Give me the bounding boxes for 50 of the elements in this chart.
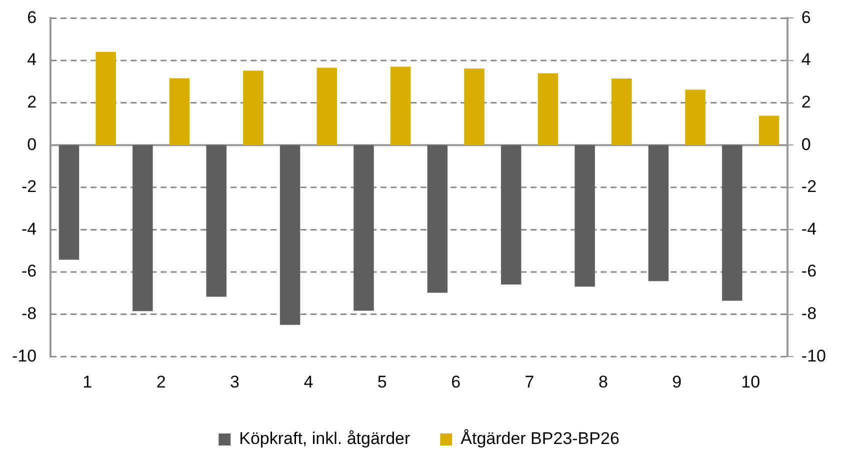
bar	[685, 90, 706, 146]
y-tick-label: 0	[801, 134, 811, 154]
x-tick-label: 10	[741, 372, 760, 392]
y-tick-label: -6	[801, 262, 817, 281]
y2-tick-label: 0	[27, 134, 37, 154]
bar	[722, 145, 742, 301]
y-tick-label: -2	[801, 177, 817, 196]
bar	[354, 145, 374, 311]
x-tick-label: 6	[451, 372, 461, 392]
bar	[280, 145, 300, 325]
x-tick-label: 4	[304, 372, 314, 392]
bar	[58, 145, 80, 260]
bar	[612, 78, 632, 146]
y-tick-label: -8	[801, 304, 817, 323]
y2-tick-label: -2	[21, 177, 37, 196]
x-tick-label: 7	[524, 372, 534, 392]
y-tick-label: 2	[801, 92, 811, 112]
bar	[464, 68, 484, 146]
y2-tick-label: -8	[21, 304, 37, 323]
y2-tick-label: -6	[21, 262, 37, 281]
bar	[169, 78, 190, 146]
x-tick-label: 3	[230, 372, 240, 392]
bar	[538, 73, 558, 146]
y2-tick-label: -4	[21, 219, 37, 238]
y2-tick-label: -10	[12, 346, 37, 366]
bar	[243, 70, 264, 146]
bar	[500, 145, 522, 284]
x-tick-label: 1	[82, 372, 92, 392]
bar	[96, 52, 116, 146]
y2-tick-label: 6	[27, 8, 37, 27]
bar	[427, 145, 448, 293]
bar	[316, 68, 338, 146]
x-tick-label: 5	[377, 372, 387, 392]
y-tick-label: -4	[801, 219, 817, 238]
y-tick-label: 6	[801, 8, 811, 27]
bar	[390, 66, 411, 146]
x-tick-label: 9	[672, 372, 682, 392]
x-tick-label: 2	[156, 372, 166, 392]
y-tick-label: 4	[801, 50, 811, 70]
y-tick-label: -10	[801, 346, 826, 366]
bar	[574, 145, 595, 287]
y2-tick-label: 4	[27, 50, 37, 70]
bar	[758, 116, 780, 146]
x-tick-label: 8	[598, 372, 608, 392]
legend-label: Köpkraft, inkl. åtgärder	[239, 429, 410, 448]
bar	[206, 145, 226, 297]
legend-label: Åtgärder BP23-BP26	[460, 429, 620, 448]
y2-tick-label: 2	[27, 92, 37, 112]
bar	[132, 145, 153, 312]
bar	[648, 145, 669, 282]
